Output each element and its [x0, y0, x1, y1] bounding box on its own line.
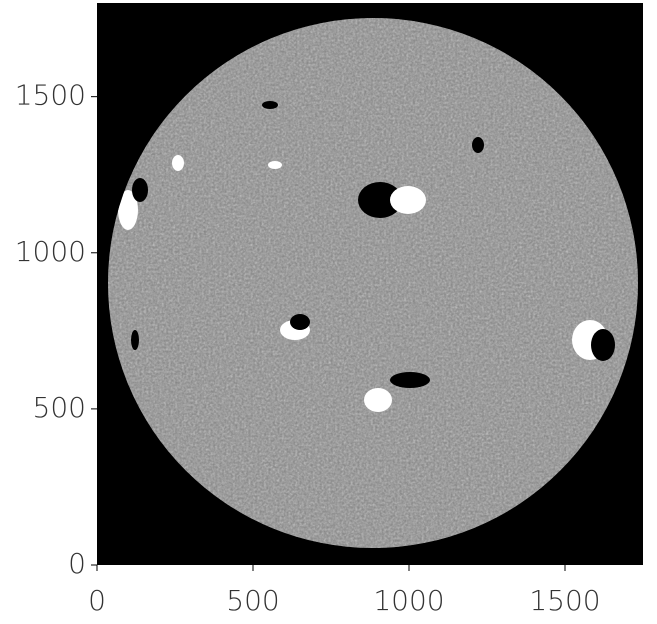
y-tick-label: 1500	[15, 79, 86, 112]
y-tick-label: 1000	[15, 235, 86, 268]
x-tick-label: 1500	[529, 584, 600, 617]
x-tick-label: 1000	[373, 584, 444, 617]
y-tick-label: 0	[68, 547, 86, 580]
x-tick-label: 500	[226, 584, 279, 617]
chart: 0 500 1000 1500 0 500 1000 1500	[0, 0, 657, 620]
x-tick-label: 0	[88, 584, 106, 617]
page: {"chart_data": {"type": "image", "xlim":…	[0, 0, 657, 620]
disk-texture	[108, 18, 638, 548]
magnetogram	[97, 3, 643, 565]
y-tick-label: 500	[33, 391, 86, 424]
